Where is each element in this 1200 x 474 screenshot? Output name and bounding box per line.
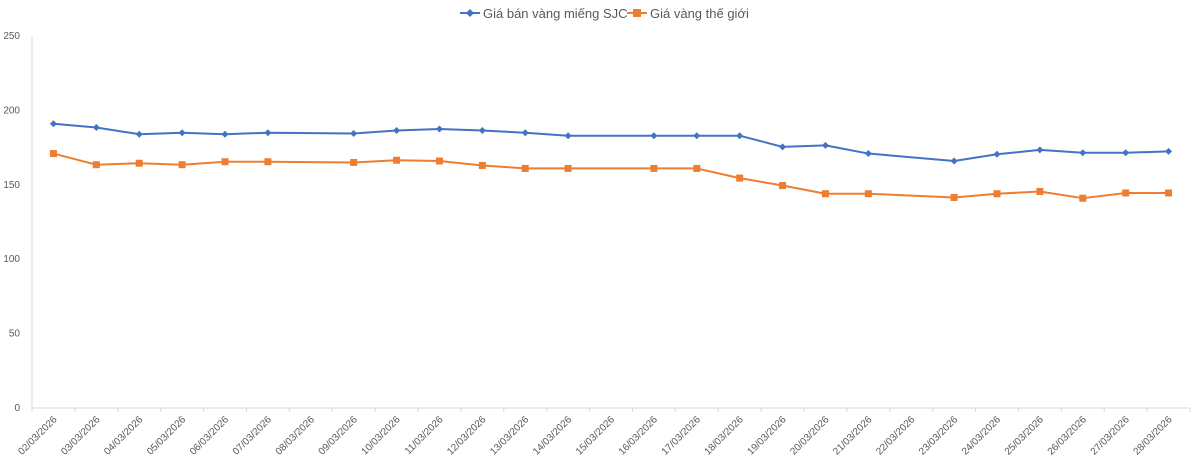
series-layer (49, 120, 1173, 202)
diamond-marker-icon (393, 126, 401, 134)
diamond-marker-icon (1165, 147, 1173, 155)
x-tick-label: 02/03/2026 (16, 414, 59, 457)
x-tick-label: 21/03/2026 (831, 414, 874, 457)
x-tick-label: 05/03/2026 (145, 414, 188, 457)
x-tick-label: 19/03/2026 (745, 414, 788, 457)
x-tick-label: 13/03/2026 (488, 414, 531, 457)
square-marker-icon (92, 161, 100, 169)
x-tick-label: 04/03/2026 (102, 414, 145, 457)
diamond-marker-icon (864, 150, 872, 158)
square-marker-icon (135, 159, 143, 167)
diamond-marker-icon (350, 129, 358, 137)
x-tick-label: 20/03/2026 (788, 414, 831, 457)
diamond-marker-icon (950, 157, 958, 165)
square-icon (633, 9, 641, 17)
x-tick-label: 24/03/2026 (960, 414, 1003, 457)
x-tick-label: 06/03/2026 (188, 414, 231, 457)
square-marker-icon (736, 174, 744, 182)
x-tick-label: 08/03/2026 (274, 414, 317, 457)
x-tick-label: 17/03/2026 (660, 414, 703, 457)
x-tick-label: 16/03/2026 (617, 414, 660, 457)
chart-legend: Giá bán vàng miếng SJC Giá vàng thế giới (0, 0, 1200, 26)
square-marker-icon (650, 164, 658, 172)
square-marker-icon (1122, 189, 1130, 197)
diamond-marker-icon (221, 130, 229, 138)
x-tick-label: 09/03/2026 (317, 414, 360, 457)
diamond-marker-icon (178, 129, 186, 137)
x-tick-label: 11/03/2026 (403, 414, 446, 457)
square-marker-icon (221, 158, 229, 166)
series-line (53, 152, 1169, 200)
square-marker-icon (521, 164, 529, 172)
square-marker-icon (821, 190, 829, 198)
x-tick-label: 28/03/2026 (1131, 414, 1174, 457)
square-marker-icon (49, 150, 57, 158)
diamond-marker-icon (92, 124, 100, 132)
square-marker-icon (1079, 194, 1087, 202)
x-tick-label: 14/03/2026 (531, 414, 574, 457)
square-marker-icon (993, 190, 1001, 198)
diamond-marker-icon (264, 129, 272, 137)
series-world (49, 150, 1173, 202)
diamond-marker-icon (478, 126, 486, 134)
legend-item-world: Giá vàng thế giới (627, 6, 749, 21)
diamond-marker-icon (435, 125, 443, 133)
x-tick-label: 25/03/2026 (1003, 414, 1046, 457)
y-tick-label: 250 (3, 31, 20, 42)
legend-item-sjc: Giá bán vàng miếng SJC (460, 6, 628, 21)
y-tick-label: 100 (3, 254, 20, 265)
y-tick-label: 50 (9, 329, 21, 340)
square-marker-icon (779, 182, 787, 190)
legend-svg: Giá bán vàng miếng SJC Giá vàng thế giới (460, 6, 749, 21)
series-line (53, 122, 1169, 162)
x-tick-label: 03/03/2026 (59, 414, 102, 457)
square-marker-icon (264, 158, 272, 166)
x-tick-label: 18/03/2026 (703, 414, 746, 457)
y-tick-label: 0 (14, 403, 20, 414)
x-tick-label: 15/03/2026 (574, 414, 617, 457)
square-marker-icon (1165, 189, 1173, 197)
square-marker-icon (564, 164, 572, 172)
square-marker-icon (1036, 187, 1044, 195)
square-marker-icon (693, 164, 701, 172)
diamond-marker-icon (1079, 149, 1087, 157)
x-tick-label: 26/03/2026 (1046, 414, 1089, 457)
square-marker-icon (350, 158, 358, 166)
diamond-marker-icon (779, 143, 787, 151)
diamond-icon (466, 9, 474, 17)
diamond-marker-icon (821, 141, 829, 149)
diamond-marker-icon (49, 120, 57, 128)
x-tick-label: 23/03/2026 (917, 414, 960, 457)
x-tick-label: 22/03/2026 (874, 414, 917, 457)
diamond-marker-icon (650, 132, 658, 140)
diamond-marker-icon (1122, 149, 1130, 157)
diamond-marker-icon (693, 132, 701, 140)
square-marker-icon (864, 190, 872, 198)
square-marker-icon (950, 193, 958, 201)
diamond-marker-icon (135, 130, 143, 138)
square-marker-icon (393, 156, 401, 164)
x-tick-label: 27/03/2026 (1089, 414, 1132, 457)
x-axis: 02/03/2026 03/03/2026 04/03/2026 05/03/2026… (16, 407, 1191, 458)
diamond-marker-icon (993, 150, 1001, 158)
diamond-marker-icon (1036, 146, 1044, 154)
x-tick-label: 10/03/2026 (359, 414, 402, 457)
square-marker-icon (435, 157, 443, 165)
legend-label-sjc: Giá bán vàng miếng SJC (483, 6, 628, 21)
y-tick-label: 200 (3, 105, 20, 116)
diamond-marker-icon (564, 132, 572, 140)
square-marker-icon (478, 161, 486, 169)
y-tick-label: 150 (3, 180, 20, 191)
x-tick-label: 07/03/2026 (231, 414, 274, 457)
diamond-marker-icon (736, 132, 744, 140)
series-sjc (49, 120, 1173, 165)
x-tick-label: 12/03/2026 (445, 414, 488, 457)
y-axis: 0 50 100 150 200 250 (3, 31, 33, 414)
diamond-marker-icon (521, 129, 529, 137)
square-marker-icon (178, 161, 186, 169)
legend-label-world: Giá vàng thế giới (650, 6, 749, 21)
